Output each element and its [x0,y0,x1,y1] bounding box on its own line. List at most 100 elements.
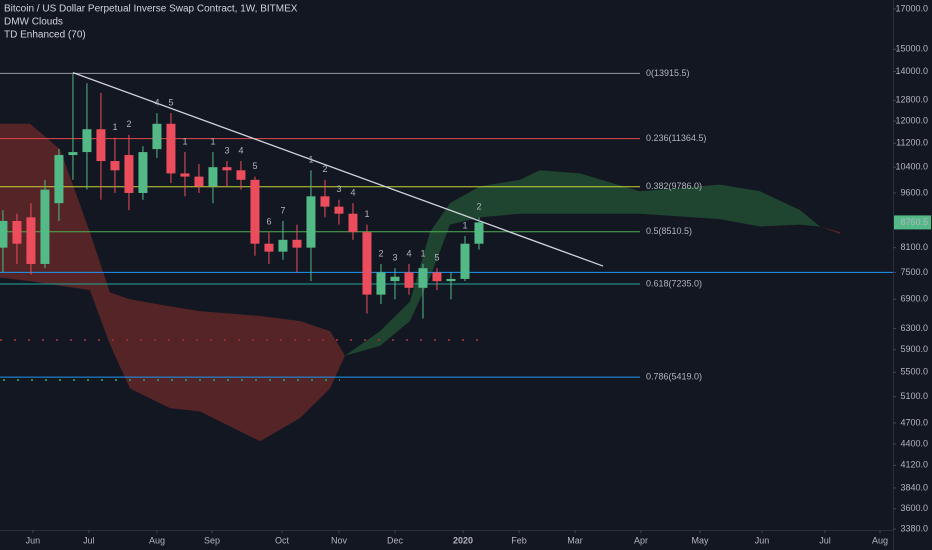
fib-label: 0.618(7235.0) [646,278,702,288]
y-tick-label: 10400.0 [895,162,928,172]
y-tick-label: 4400.0 [900,439,928,449]
y-tick-label: 17000.0 [895,3,928,13]
candle-body [236,170,246,180]
fib-label: 0.5(8510.5) [646,226,692,236]
candle-body [264,243,274,252]
candle-body [474,222,484,244]
x-tick-label: Oct [275,535,290,545]
fib-label: 0.236(11364.5) [646,133,706,143]
x-tick-label: Jul [819,535,831,545]
td-count: 4 [350,188,355,198]
candle-body [96,129,106,162]
candle-body [362,232,372,295]
candle-body [418,268,428,288]
y-tick-label: 7500.0 [900,267,928,277]
indicator-name: TD Enhanced (70) [4,30,86,41]
y-tick-label: 8100.0 [900,242,928,252]
td-count: 5 [252,161,257,171]
candle-body [404,272,414,288]
x-tick-label: Jul [83,535,95,545]
td-count: 2 [322,164,327,174]
candle-body [138,152,148,193]
candle-body [320,196,330,207]
x-tick-label: Dec [387,535,404,545]
price-tag [894,215,931,230]
x-tick-label: Sep [204,535,220,545]
x-tick-label: Feb [511,535,527,545]
candle-body [250,179,260,244]
background-layer [0,123,841,442]
fib-label: 0.786(5419.0) [646,371,702,381]
candle-body [68,152,78,156]
y-tick-label: 12800.0 [895,95,928,105]
y-tick-label: 6300.0 [900,323,928,333]
candle-body [208,167,218,187]
candle-body [124,155,134,193]
cloud [820,226,841,235]
chart-title: Bitcoin / US Dollar Perpetual Inverse Sw… [4,4,298,15]
candle-body [166,123,176,174]
trendline [72,72,604,267]
candle-body [12,220,22,244]
cloud [344,170,821,356]
td-count: 4 [238,145,243,155]
td-count: 5 [168,98,173,108]
candle-body [432,272,442,282]
price-tag-label: 8760.5 [900,217,928,227]
candle-body [152,123,162,150]
td-count: 1 [420,248,425,258]
y-tick-label: 3840.0 [900,482,928,492]
y-tick-label: 12000.0 [895,115,928,125]
y-tick-label: 3600.0 [900,503,928,513]
candle-body [446,278,456,282]
y-tick-label: 14000.0 [895,66,928,76]
indicator-name: DMW Clouds [4,17,63,28]
x-tick-label: 2020 [453,535,473,545]
candle-body [194,176,204,187]
x-tick-label: Jun [26,535,41,545]
td-count: 3 [336,184,341,194]
candle-body [180,173,190,177]
x-tick-label: Aug [872,535,888,545]
candle-body [110,161,120,171]
td-count: 2 [378,248,383,258]
candle-body [54,155,64,204]
candle-body [348,213,358,233]
candle-body [26,217,36,264]
y-tick-label: 11200.0 [896,138,928,148]
td-count: 1 [308,155,313,165]
td-count: 1 [182,136,187,146]
td-count: 1 [462,220,467,230]
candle-body [306,196,316,248]
td-count: 1 [364,209,369,219]
td-count: 4 [154,98,159,108]
x-tick-label: May [692,535,710,545]
td-count: 3 [392,253,397,263]
x-tick-label: Aug [149,535,165,545]
td-count: 1 [210,136,215,146]
y-tick-label: 5900.0 [900,344,928,354]
y-tick-label: 6900.0 [900,294,928,304]
y-tick-label: 3380.0 [900,523,928,533]
candle-body [278,239,288,252]
td-count: 6 [266,217,271,227]
candle-body [82,129,92,153]
td-count: 5 [434,253,439,263]
td-count: 2 [476,202,481,212]
y-tick-label: 4120.0 [900,460,928,470]
td-count: 1 [112,122,117,132]
x-tick-label: Jun [755,535,770,545]
x-tick-label: Nov [331,535,348,545]
y-tick-label: 15000.0 [895,44,928,54]
td-count: 2 [126,119,131,129]
td-count: 3 [224,145,229,155]
candle-body [376,272,386,295]
y-tick-label: 5500.0 [900,367,928,377]
candle-body [460,243,470,279]
candle-body [0,220,8,248]
x-tick-label: Apr [634,535,648,545]
candle-body [334,206,344,214]
y-tick-label: 4700.0 [900,417,928,427]
